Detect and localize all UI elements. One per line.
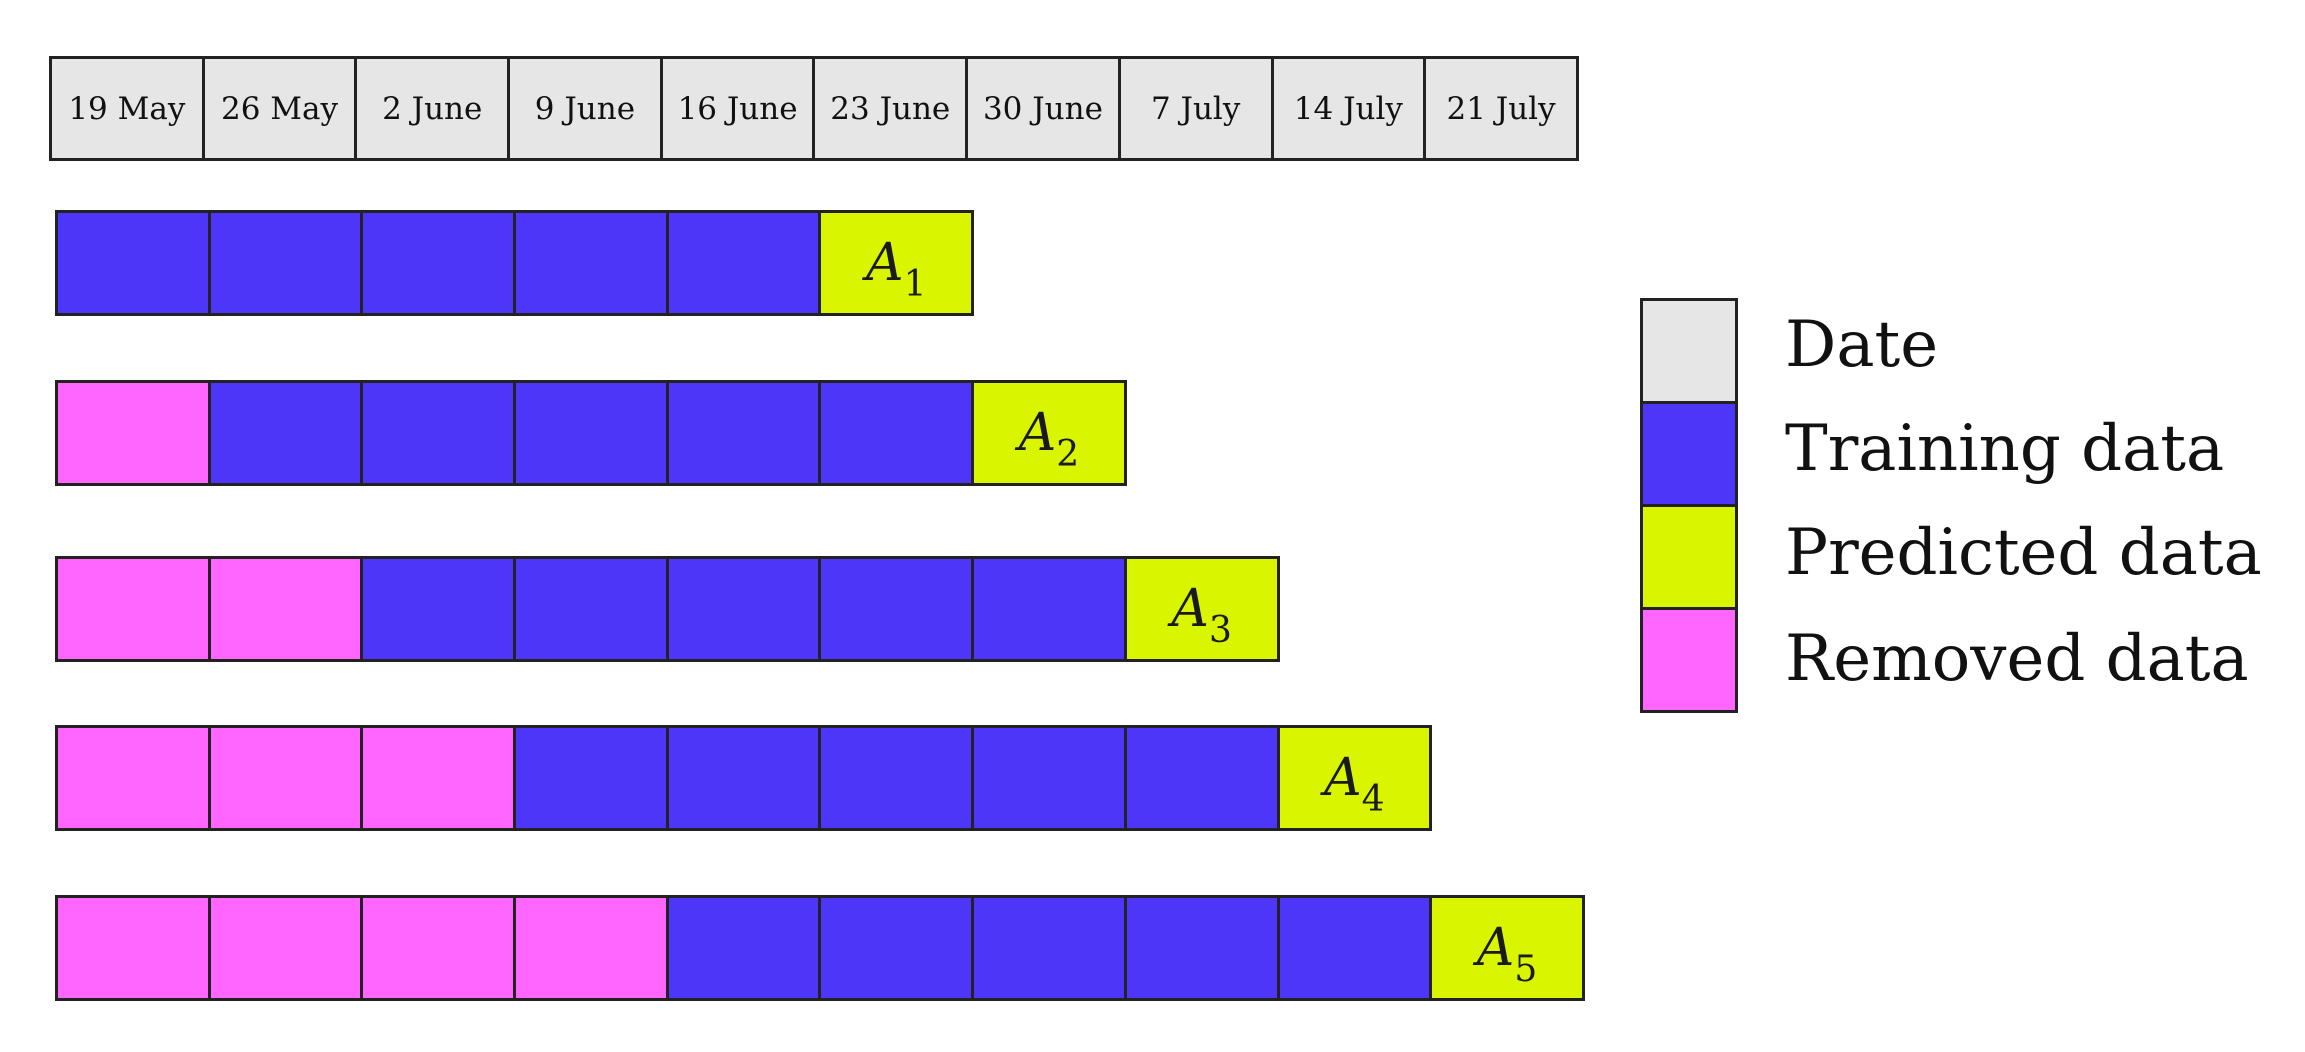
training-cell <box>665 380 822 486</box>
window-row: A4 <box>55 725 1433 831</box>
removed-cell <box>55 895 211 1001</box>
training-cell <box>513 380 669 486</box>
predicted-cell: A3 <box>1123 556 1280 662</box>
training-cell <box>360 380 517 486</box>
legend-label: Removed data <box>1785 622 2249 696</box>
training-cell <box>1123 725 1280 831</box>
date-cell: 14 July <box>1270 56 1427 161</box>
window-row: A5 <box>55 895 1585 1001</box>
training-cell <box>513 725 669 831</box>
removed-cell <box>360 895 517 1001</box>
training-cell <box>818 380 975 486</box>
date-header-row: 19 May 26 May 2 June 9 June 16 June 23 June 30… <box>49 56 1579 161</box>
training-cell <box>1276 895 1433 1001</box>
training-cell <box>207 210 364 316</box>
training-cell <box>207 380 364 486</box>
predicted-label: A4 <box>1324 748 1385 820</box>
removed-cell <box>207 725 364 831</box>
training-cell <box>360 556 517 662</box>
date-cell: 21 July <box>1423 56 1579 161</box>
predicted-cell: A1 <box>818 210 975 316</box>
training-cell <box>971 556 1127 662</box>
legend-label: Training data <box>1785 412 2225 486</box>
legend-swatch <box>1640 504 1738 610</box>
predicted-cell: A2 <box>971 380 1127 486</box>
removed-cell <box>55 556 211 662</box>
legend-label: Date <box>1785 308 1939 382</box>
removed-cell <box>207 895 364 1001</box>
date-cell: 23 June <box>812 56 969 161</box>
training-cell <box>665 725 822 831</box>
predicted-cell: A4 <box>1276 725 1433 831</box>
date-cell: 26 May <box>201 56 358 161</box>
removed-cell <box>207 556 364 662</box>
predicted-cell: A5 <box>1429 895 1585 1001</box>
predicted-label: A5 <box>1476 918 1538 990</box>
training-cell <box>665 895 822 1001</box>
removed-cell <box>55 380 211 486</box>
legend-swatch <box>1640 607 1738 713</box>
date-cell: 16 June <box>659 56 816 161</box>
training-cell <box>818 556 975 662</box>
training-cell <box>818 895 975 1001</box>
legend-swatch <box>1640 298 1738 404</box>
date-cell: 7 July <box>1117 56 1274 161</box>
date-cell: 19 May <box>49 56 205 161</box>
date-cell: 30 June <box>965 56 1121 161</box>
training-cell <box>513 210 669 316</box>
training-cell <box>971 725 1127 831</box>
training-cell <box>1123 895 1280 1001</box>
date-cell: 9 June <box>507 56 663 161</box>
training-cell <box>55 210 211 316</box>
training-cell <box>360 210 517 316</box>
training-cell <box>818 725 975 831</box>
training-cell <box>665 556 822 662</box>
removed-cell <box>513 895 669 1001</box>
date-cell: 2 June <box>354 56 511 161</box>
predicted-label: A2 <box>1018 403 1080 475</box>
window-row: A2 <box>55 380 1127 486</box>
legend-label: Predicted data <box>1785 516 2262 590</box>
training-cell <box>971 895 1127 1001</box>
predicted-label: A1 <box>866 233 927 305</box>
removed-cell <box>55 725 211 831</box>
removed-cell <box>360 725 517 831</box>
window-row: A1 <box>55 210 975 316</box>
predicted-label: A3 <box>1171 579 1232 651</box>
training-cell <box>665 210 822 316</box>
legend <box>1640 298 1738 713</box>
legend-swatch <box>1640 401 1738 507</box>
window-row: A3 <box>55 556 1280 662</box>
training-cell <box>513 556 669 662</box>
